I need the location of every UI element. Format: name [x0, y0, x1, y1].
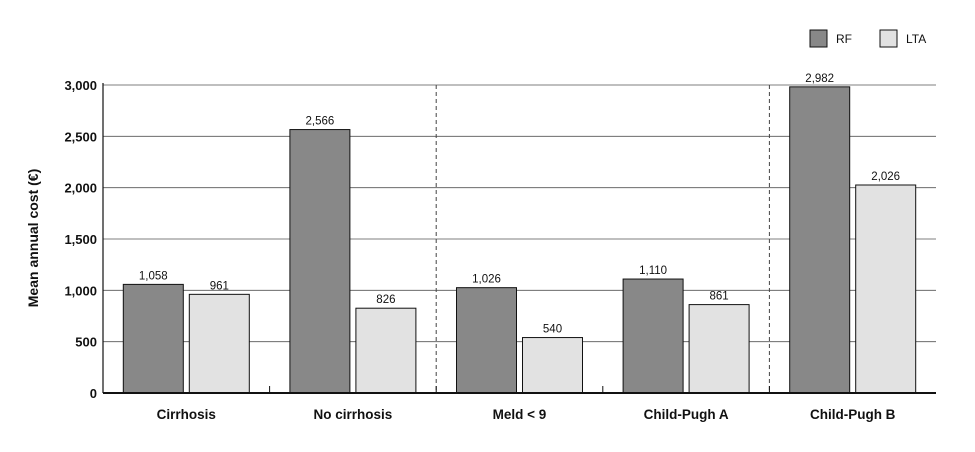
- axes: [102, 83, 936, 394]
- bar-lta-0: [188, 293, 250, 394]
- legend-swatch-rf: [809, 29, 828, 48]
- bar-lta-2: [522, 337, 583, 394]
- bar-value-label: 861: [710, 291, 729, 303]
- bar-lta-3: [688, 304, 750, 394]
- bar-rf-1: [289, 129, 351, 394]
- y-tick-label: 2,500: [64, 129, 97, 144]
- bar-rf-3: [622, 278, 684, 394]
- bar-value-label: 1,110: [639, 265, 667, 277]
- y-tick-label: 1,500: [64, 232, 97, 247]
- y-tick-label: 500: [75, 335, 97, 350]
- bar-rf-0: [122, 283, 184, 394]
- bar-lta-4: [855, 184, 917, 394]
- x-category-label: Meld < 9: [493, 407, 547, 422]
- bar-value-label: 540: [543, 324, 562, 336]
- x-category-label: Child-Pugh B: [810, 407, 896, 422]
- y-axis-title: Mean annual cost (€): [25, 169, 41, 307]
- y-tick-label: 3,000: [64, 78, 97, 93]
- x-category-label: Cirrhosis: [157, 407, 216, 422]
- bar-value-label: 1,058: [139, 270, 168, 282]
- legend-label: LTA: [906, 32, 926, 46]
- bar-rf-2: [456, 287, 517, 394]
- bar-value-label: 1,026: [472, 274, 501, 286]
- x-category-label: No cirrhosis: [314, 407, 393, 422]
- bar-lta-1: [355, 307, 417, 394]
- y-tick-labels: 0 500 1,000 1,500 2,000 2,500 3,000: [64, 78, 97, 401]
- bar-value-label: 961: [210, 280, 229, 292]
- bar-value-label: 826: [376, 294, 395, 306]
- bar-value-label: 2,566: [306, 116, 335, 128]
- y-tick-label: 1,000: [64, 283, 97, 298]
- x-category-labels: Cirrhosis No cirrhosis Meld < 9 Child-Pugh …: [157, 407, 896, 422]
- legend-label: RF: [836, 32, 852, 46]
- bar-value-label: 2,026: [871, 171, 900, 183]
- bar-value-labels: 1,058 961 2,566 826 1,026 540 1,110 861 2,982 2,0…: [139, 73, 900, 336]
- group-separators: [435, 85, 770, 393]
- y-tick-label: 2,000: [64, 181, 97, 196]
- legend: RF LTA: [809, 29, 926, 48]
- bar-rf-4: [789, 86, 851, 394]
- legend-swatch-lta: [879, 29, 898, 48]
- y-tick-label: 0: [90, 386, 97, 401]
- x-category-label: Child-Pugh A: [644, 407, 729, 422]
- bars: [122, 86, 917, 394]
- bar-value-label: 2,982: [805, 73, 834, 85]
